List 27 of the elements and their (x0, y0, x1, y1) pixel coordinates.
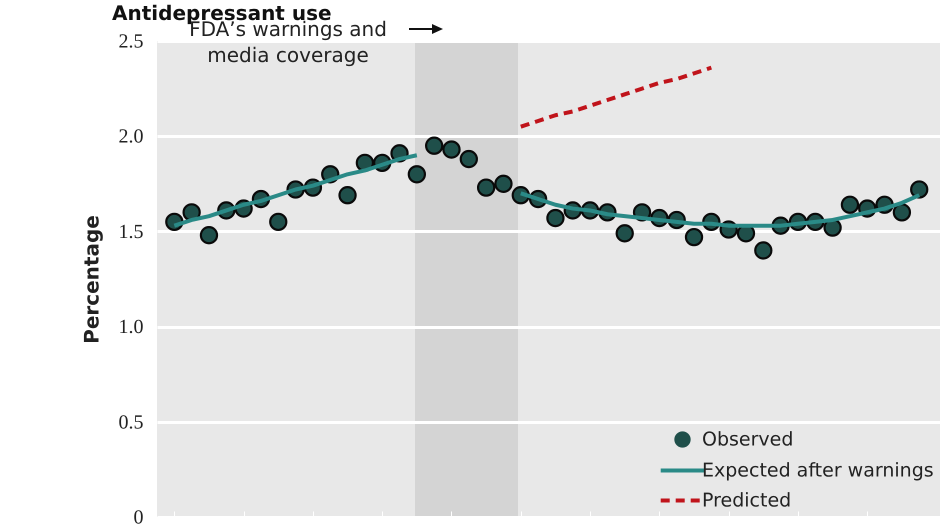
point (460, 150, 478, 168)
point (338, 186, 357, 204)
legend-label: Predicted (702, 490, 792, 512)
point (425, 136, 444, 155)
y-tick-label: 2.5 (118, 30, 144, 52)
point (494, 174, 513, 193)
point (269, 212, 288, 232)
point (546, 208, 565, 228)
line-series (518, 66, 714, 129)
legend-label: Observed (702, 428, 794, 450)
y-tick-label: 1.5 (118, 220, 144, 243)
y-tick-label: 0.5 (118, 411, 144, 434)
point (684, 228, 704, 246)
point (442, 140, 461, 159)
y-tick-label: 1.0 (118, 316, 144, 338)
legend-label: Expected after warnings (702, 460, 934, 482)
point (754, 241, 772, 260)
y-tick-label: 2.0 (118, 126, 144, 148)
point (408, 165, 426, 184)
point (616, 224, 634, 242)
point (476, 178, 496, 197)
y-axis-title: Percentage (80, 215, 104, 344)
point (910, 180, 928, 199)
point (200, 226, 218, 244)
y-tick-label: 0 (134, 506, 144, 528)
point (840, 196, 860, 214)
point (892, 203, 912, 222)
